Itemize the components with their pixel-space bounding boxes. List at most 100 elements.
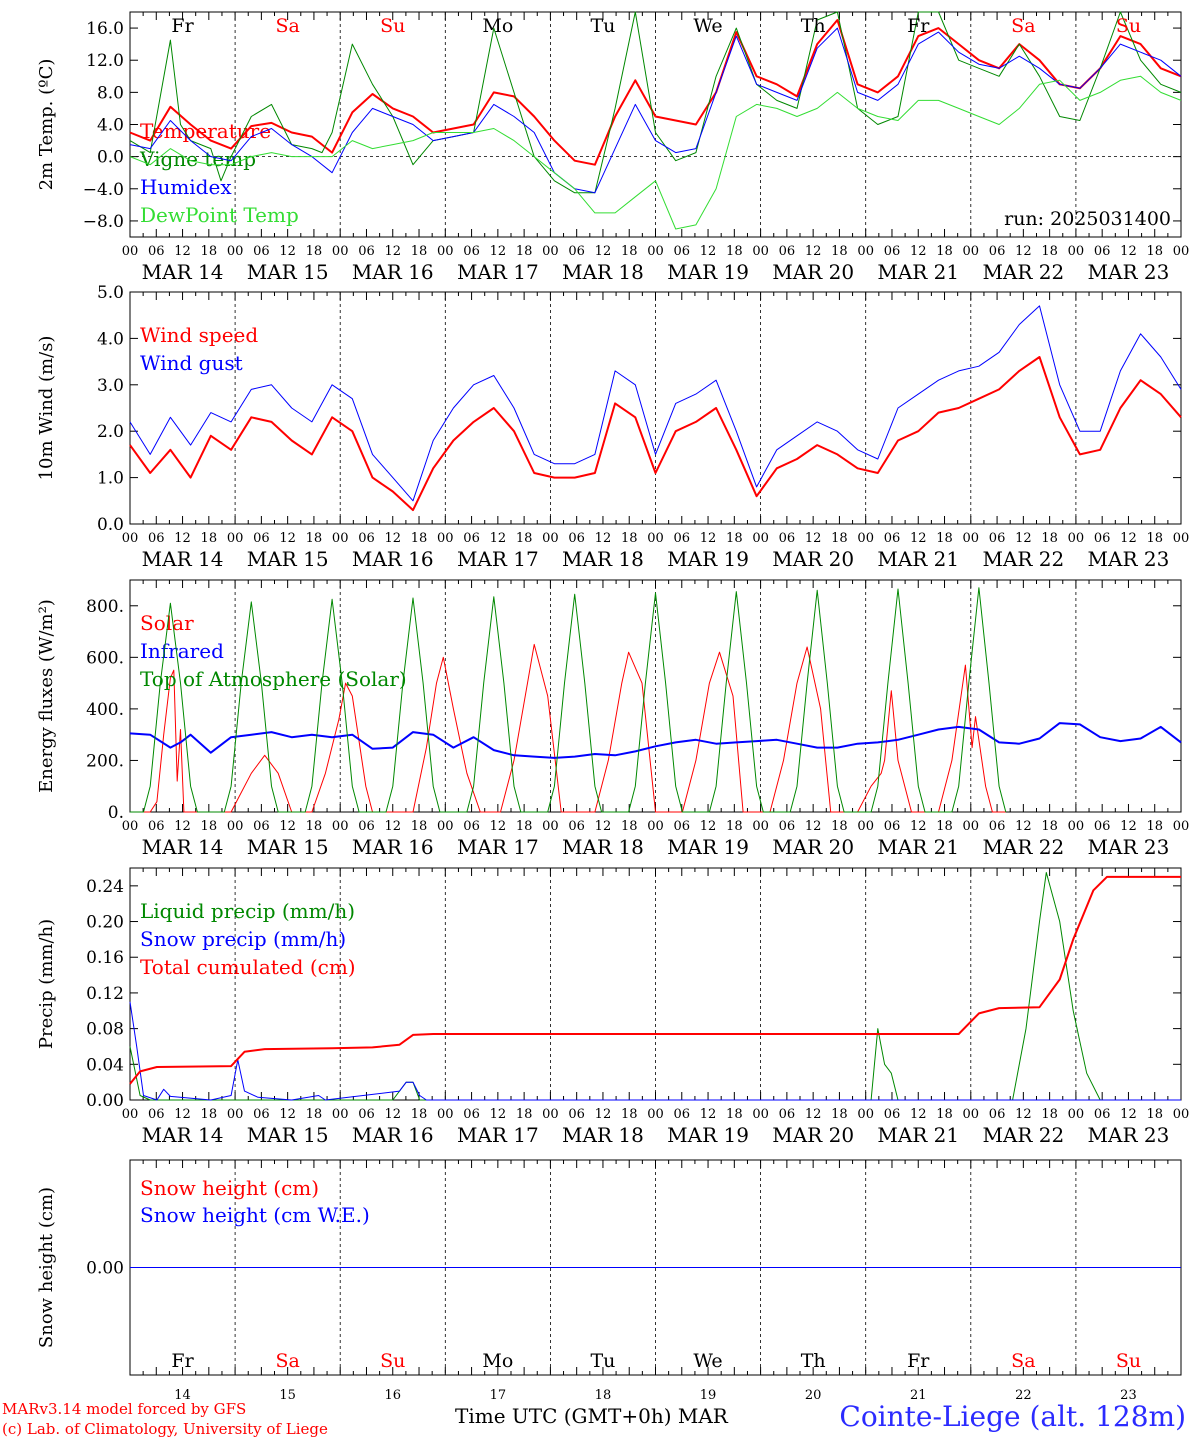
hour-tick-label: 12	[1120, 244, 1137, 259]
date-label: MAR 19	[667, 1123, 749, 1147]
hour-tick-label: 06	[148, 819, 165, 834]
hour-tick-label: 00	[1173, 531, 1190, 546]
hour-tick-label: 06	[358, 244, 375, 259]
hour-tick-label: 00	[1068, 819, 1085, 834]
legend-entry: Humidex	[140, 175, 232, 199]
hour-tick-label: 00	[542, 1107, 559, 1122]
hour-tick-label: 18	[831, 819, 848, 834]
hour-tick-label: 00	[1068, 244, 1085, 259]
hour-tick-label: 06	[1094, 1107, 1111, 1122]
hour-tick-label: 00	[437, 244, 454, 259]
date-label: MAR 17	[457, 260, 539, 284]
hour-tick-label: 06	[779, 1107, 796, 1122]
hour-tick-label: 18	[1041, 819, 1058, 834]
hour-tick-label: 12	[490, 1107, 507, 1122]
run-annotation: run: 2025031400	[1004, 208, 1171, 230]
date-label: MAR 15	[247, 835, 329, 859]
hour-tick-label: 06	[358, 531, 375, 546]
weekday-label: Fr	[171, 15, 194, 37]
hour-tick-label: 00	[963, 819, 980, 834]
hour-tick-label: 00	[227, 531, 244, 546]
hour-tick-label: 18	[411, 1107, 428, 1122]
date-label: MAR 14	[142, 835, 224, 859]
hour-tick-label: 06	[253, 819, 270, 834]
date-label: MAR 20	[772, 547, 854, 571]
x-axis-month: MAR	[677, 1404, 728, 1428]
series-line-dewpoint-temp	[129, 75, 1182, 230]
hour-tick-label: 00	[963, 531, 980, 546]
chart-panel-4: 0.24 0.20 0.16 0.12 0.08 0.04 0.00 Precip (mm/h…	[36, 867, 1189, 1147]
hour-tick-label: 18	[936, 531, 953, 546]
hour-tick-label: 00	[647, 531, 664, 546]
hour-tick-label: 18	[411, 531, 428, 546]
hour-tick-label: 18	[1146, 819, 1163, 834]
weekday-label: Su	[380, 15, 405, 37]
series-line-total-cumulated-cm	[129, 875, 1181, 1085]
day-number-label: 22	[1015, 1388, 1032, 1403]
weekday-label: Su	[1116, 1350, 1141, 1372]
hour-tick-label: 18	[1146, 244, 1163, 259]
hour-tick-label: 12	[1120, 819, 1137, 834]
hour-tick-label: 18	[1146, 531, 1163, 546]
legend-entry: Wind gust	[140, 351, 243, 375]
hour-tick-label: 18	[1041, 531, 1058, 546]
date-label: MAR 19	[667, 547, 749, 571]
legend-entry: Snow height (cm W.E.)	[140, 1203, 370, 1227]
weekday-label: We	[693, 15, 722, 37]
series-line-snow-precip-mm-h	[129, 1001, 1181, 1101]
copyright-credit: (c) Lab. of Climatology, University of L…	[2, 1420, 328, 1438]
date-label: MAR 21	[877, 1123, 959, 1147]
y-axis-title: Energy fluxes (W/m²)	[36, 599, 57, 793]
y-tick-label: 8.0	[97, 83, 124, 103]
hour-tick-label: 12	[595, 531, 612, 546]
hour-tick-label: 18	[306, 531, 323, 546]
hour-tick-label: 06	[674, 819, 691, 834]
weekday-label: Sa	[275, 15, 299, 37]
hour-tick-label: 12	[384, 819, 401, 834]
hour-tick-label: 12	[279, 819, 296, 834]
hour-tick-label: 18	[306, 244, 323, 259]
day-number-label: 17	[490, 1388, 507, 1403]
legend-entry: Vigne temp	[139, 147, 256, 171]
x-axis-title: Time UTC (GMT+0h) MAR	[455, 1404, 728, 1428]
hour-tick-label: 00	[963, 244, 980, 259]
hour-tick-label: 00	[1173, 819, 1190, 834]
weekday-label: Su	[1116, 15, 1141, 37]
hour-tick-label: 00	[752, 531, 769, 546]
hour-tick-label: 00	[437, 531, 454, 546]
y-tick-label: 0.24	[86, 877, 124, 897]
hour-tick-label: 12	[1015, 819, 1032, 834]
hour-tick-label: 06	[463, 244, 480, 259]
hour-tick-label: 12	[805, 244, 822, 259]
weekday-label: Tu	[590, 1350, 615, 1372]
y-tick-label: 4.0	[97, 116, 124, 136]
date-label: MAR 14	[142, 1123, 224, 1147]
date-label: MAR 23	[1088, 260, 1170, 284]
hour-tick-label: 18	[516, 244, 533, 259]
hour-tick-label: 00	[1068, 531, 1085, 546]
day-number-label: 23	[1120, 1388, 1137, 1403]
series-line-infrared	[129, 722, 1182, 759]
hour-tick-label: 00	[857, 819, 874, 834]
y-tick-label: 400.	[86, 700, 124, 720]
day-number-label: 20	[805, 1388, 822, 1403]
hour-tick-label: 06	[253, 1107, 270, 1122]
hour-tick-label: 12	[700, 819, 717, 834]
hour-tick-label: 18	[306, 819, 323, 834]
weekday-label: Su	[380, 1350, 405, 1372]
hour-tick-label: 18	[831, 1107, 848, 1122]
chart-panel-3: 800.600.400.200.0.Energy fluxes (W/m²) So…	[36, 579, 1190, 859]
hour-tick-label: 00	[542, 819, 559, 834]
y-tick-label: −8.0	[83, 212, 124, 232]
date-label: MAR 20	[772, 835, 854, 859]
date-label: MAR 22	[982, 1123, 1064, 1147]
chart-panel-1: 16.0 12.0 8.0 4.0 0.0 −4.0 −8.0 2m Temp. (ºC) Te…	[36, 11, 1189, 284]
date-label: MAR 14	[142, 547, 224, 571]
y-tick-label: 16.0	[86, 19, 124, 39]
hour-tick-label: 12	[279, 1107, 296, 1122]
hour-tick-label: 12	[805, 1107, 822, 1122]
series-line-top-of-atmosphere-solar	[130, 587, 1007, 813]
hour-tick-label: 00	[437, 1107, 454, 1122]
hour-tick-label: 06	[148, 531, 165, 546]
hour-tick-label: 12	[805, 819, 822, 834]
